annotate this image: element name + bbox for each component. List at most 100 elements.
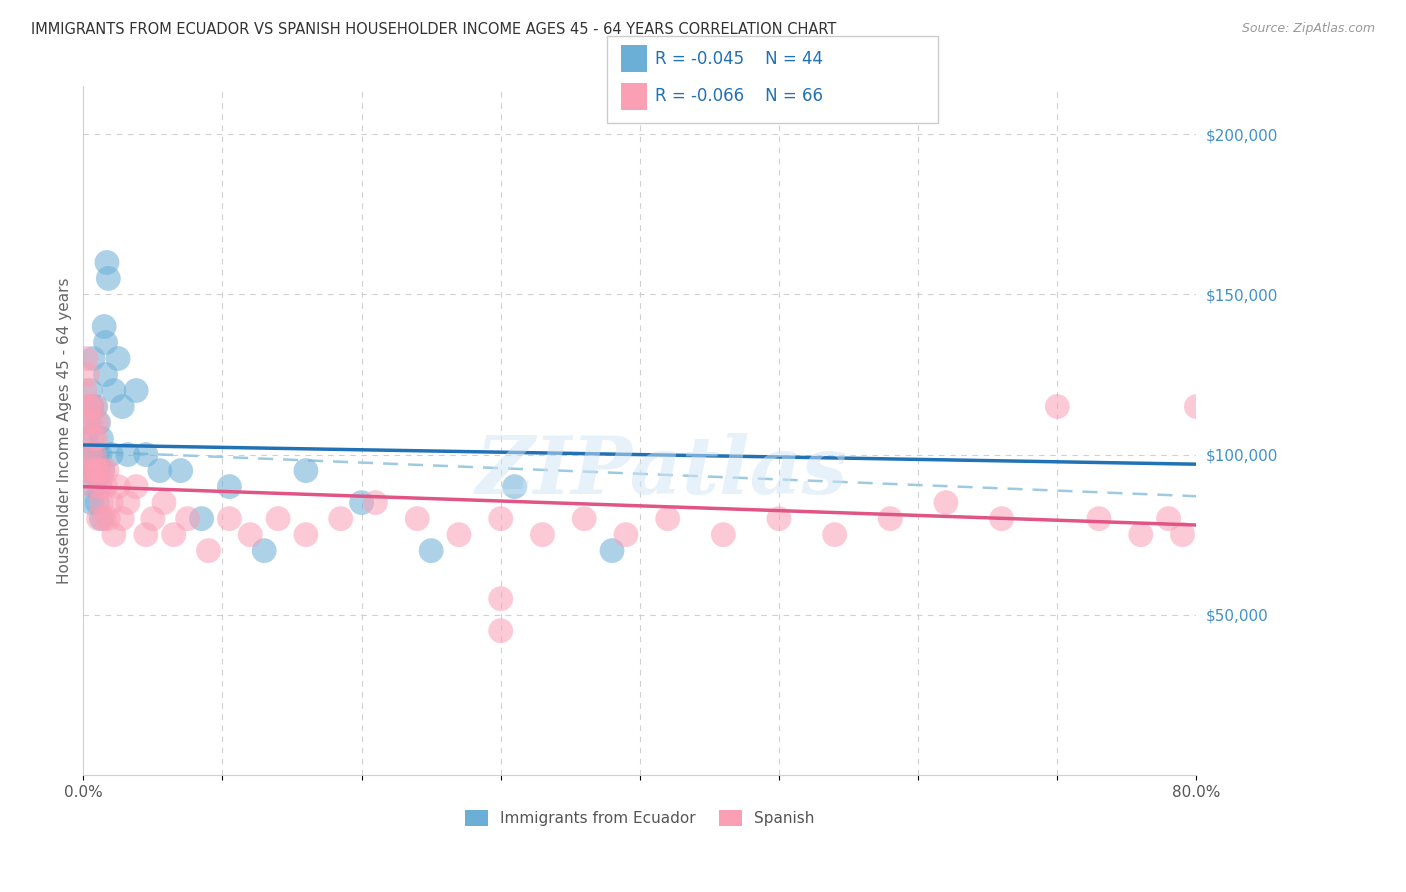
- Point: [406, 511, 429, 525]
- Point: [90, 495, 112, 509]
- Point: [83, 448, 105, 462]
- Point: [489, 591, 512, 606]
- Point: [125, 480, 148, 494]
- Point: [86, 448, 108, 462]
- Point: [87, 464, 110, 478]
- Point: [267, 511, 290, 525]
- Point: [1185, 400, 1208, 414]
- Point: [89, 448, 111, 462]
- Point: [768, 511, 790, 525]
- Point: [97, 271, 120, 285]
- Point: [135, 448, 157, 462]
- Point: [657, 511, 679, 525]
- Point: [350, 495, 373, 509]
- Point: [77, 464, 100, 478]
- Point: [190, 511, 212, 525]
- Point: [77, 400, 100, 414]
- Point: [711, 527, 734, 541]
- Point: [90, 511, 112, 525]
- Point: [364, 495, 387, 509]
- Point: [176, 511, 198, 525]
- Point: [75, 351, 97, 366]
- Point: [97, 511, 120, 525]
- Point: [1129, 527, 1152, 541]
- Point: [79, 448, 101, 462]
- Point: [94, 368, 117, 382]
- Point: [420, 543, 443, 558]
- Point: [80, 400, 103, 414]
- Point: [100, 448, 122, 462]
- Point: [149, 464, 172, 478]
- Point: [91, 464, 114, 478]
- Point: [218, 511, 240, 525]
- Point: [163, 527, 186, 541]
- Text: Source: ZipAtlas.com: Source: ZipAtlas.com: [1241, 22, 1375, 36]
- Point: [80, 495, 103, 509]
- Point: [153, 495, 176, 509]
- Point: [76, 416, 98, 430]
- Point: [103, 384, 125, 398]
- Text: R = -0.045    N = 44: R = -0.045 N = 44: [655, 50, 823, 68]
- Point: [100, 495, 122, 509]
- Point: [447, 527, 470, 541]
- Point: [824, 527, 846, 541]
- Point: [77, 416, 100, 430]
- Point: [96, 464, 118, 478]
- Point: [80, 416, 103, 430]
- Point: [117, 448, 139, 462]
- Point: [80, 464, 103, 478]
- Point: [73, 384, 96, 398]
- Point: [83, 400, 105, 414]
- Point: [253, 543, 276, 558]
- Point: [82, 480, 104, 494]
- Point: [82, 351, 104, 366]
- Point: [93, 511, 115, 525]
- Point: [239, 527, 262, 541]
- Point: [197, 543, 219, 558]
- Point: [84, 400, 107, 414]
- Point: [86, 495, 108, 509]
- Point: [1171, 527, 1194, 541]
- Point: [79, 400, 101, 414]
- Point: [170, 464, 193, 478]
- Point: [76, 464, 98, 478]
- Point: [329, 511, 352, 525]
- Point: [89, 480, 111, 494]
- Point: [295, 527, 318, 541]
- Point: [84, 464, 107, 478]
- Point: [218, 480, 240, 494]
- Point: [117, 495, 139, 509]
- Point: [96, 255, 118, 269]
- Point: [87, 511, 110, 525]
- Point: [503, 480, 526, 494]
- Point: [879, 511, 901, 525]
- Point: [86, 416, 108, 430]
- Point: [79, 384, 101, 398]
- Point: [94, 480, 117, 494]
- Text: ZIPatlas: ZIPatlas: [477, 434, 848, 510]
- Point: [935, 495, 957, 509]
- Point: [1046, 400, 1069, 414]
- Point: [83, 448, 105, 462]
- Point: [90, 432, 112, 446]
- Point: [103, 527, 125, 541]
- Text: IMMIGRANTS FROM ECUADOR VS SPANISH HOUSEHOLDER INCOME AGES 45 - 64 YEARS CORRELA: IMMIGRANTS FROM ECUADOR VS SPANISH HOUSE…: [31, 22, 837, 37]
- Point: [83, 480, 105, 494]
- Point: [125, 384, 148, 398]
- Point: [79, 448, 101, 462]
- Point: [94, 335, 117, 350]
- Point: [295, 464, 318, 478]
- Point: [87, 464, 110, 478]
- Point: [135, 527, 157, 541]
- Point: [489, 624, 512, 638]
- Point: [1088, 511, 1111, 525]
- Point: [75, 432, 97, 446]
- Point: [87, 416, 110, 430]
- Point: [990, 511, 1012, 525]
- Text: R = -0.066    N = 66: R = -0.066 N = 66: [655, 87, 823, 105]
- Point: [574, 511, 596, 525]
- Point: [142, 511, 165, 525]
- Point: [82, 464, 104, 478]
- Point: [107, 351, 129, 366]
- Point: [111, 400, 134, 414]
